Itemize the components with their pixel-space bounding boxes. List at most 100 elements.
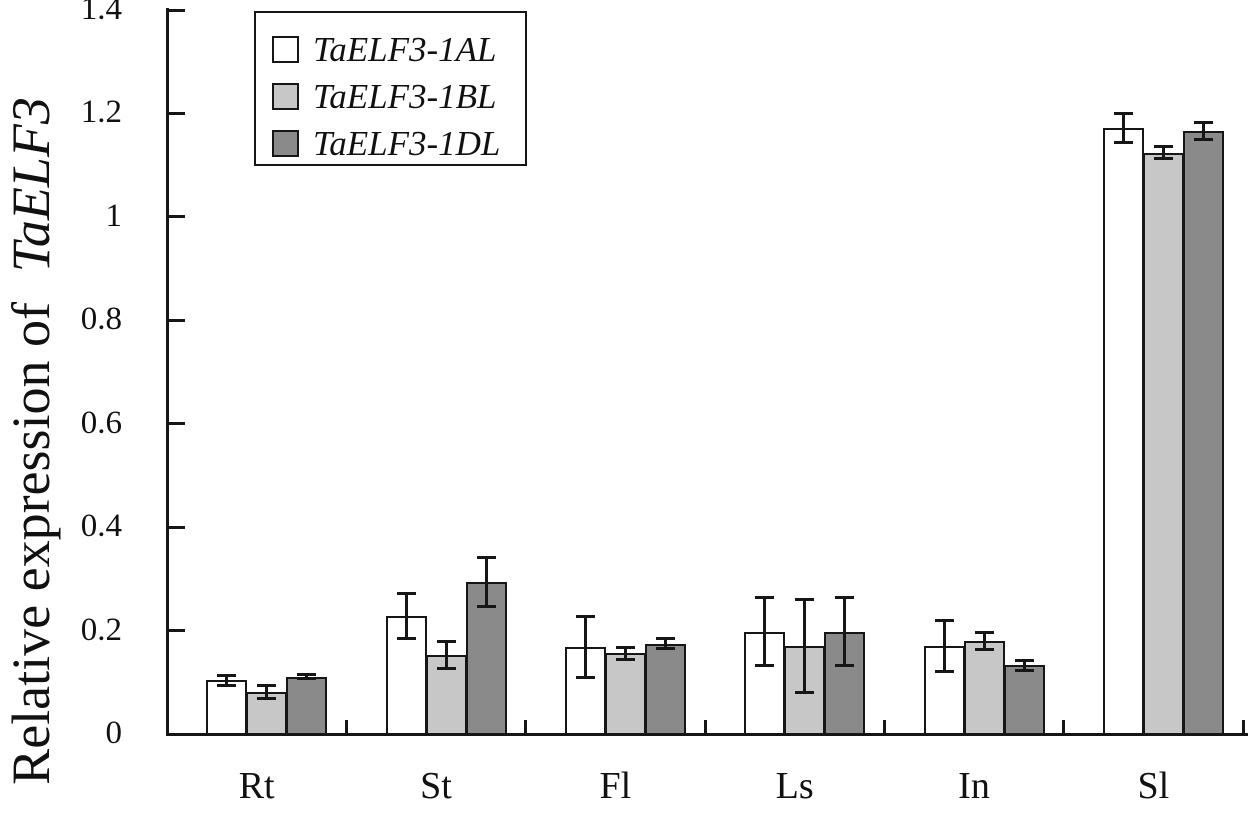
error-bar-cap <box>1194 121 1214 125</box>
bar-Sl-TaELF3-1BL <box>1143 152 1185 736</box>
y-axis-tick <box>168 422 185 426</box>
error-bar-cap <box>795 597 815 601</box>
error-bar-line <box>843 597 847 666</box>
error-bar-line <box>484 557 488 607</box>
y-axis-tick <box>168 215 185 219</box>
y-axis-tick <box>168 8 185 12</box>
error-bar-cap <box>396 637 416 641</box>
bar-Fl-TaELF3-1DL <box>645 643 687 736</box>
y-tick-label: 1 <box>105 197 123 234</box>
error-bar-cap <box>476 604 496 608</box>
x-axis-line <box>165 732 1248 736</box>
error-bar-line <box>444 641 448 669</box>
error-bar-line <box>942 620 946 672</box>
y-tick-label: 0.6 <box>80 404 122 441</box>
error-bar-cap <box>436 640 456 644</box>
error-bar-cap <box>656 636 676 640</box>
error-bar-line <box>624 647 628 659</box>
x-tick-label-Rt: Rt <box>238 765 275 807</box>
error-bar-cap <box>934 618 954 622</box>
legend-swatch <box>272 83 299 110</box>
bar-In-TaELF3-1BL <box>963 640 1005 736</box>
bar-Sl-TaELF3-1DL <box>1183 131 1225 736</box>
error-bar-cap <box>476 556 496 560</box>
legend-item: TaELF3-1DL <box>272 120 525 167</box>
error-bar-cap <box>576 675 596 679</box>
y-axis-line <box>165 8 169 736</box>
legend-swatch <box>272 130 299 157</box>
y-tick-label: 0.8 <box>80 301 122 338</box>
y-axis-tick <box>168 525 185 529</box>
x-axis-tick <box>882 719 886 733</box>
legend-item: TaELF3-1BL <box>272 73 525 120</box>
error-bar-cap <box>576 614 596 618</box>
error-bar-cap <box>217 683 237 687</box>
error-bar-line <box>225 675 229 686</box>
error-bar-cap <box>1114 111 1134 115</box>
x-tick-label-St: St <box>420 765 452 807</box>
error-bar-cap <box>257 683 277 687</box>
x-tick-label-Sl: Sl <box>1137 765 1170 807</box>
error-bar-cap <box>755 664 775 668</box>
legend-swatch <box>272 36 299 63</box>
error-bar-cap <box>795 690 815 694</box>
error-bar-line <box>664 638 668 649</box>
error-bar-line <box>584 616 588 678</box>
error-bar-line <box>265 685 269 699</box>
error-bar-cap <box>934 670 954 674</box>
error-bar-line <box>1162 146 1166 159</box>
error-bar-cap <box>1194 137 1214 141</box>
bar-Sl-TaELF3-1AL <box>1103 127 1145 736</box>
y-axis-tick <box>168 111 185 115</box>
error-bar-cap <box>1114 140 1134 144</box>
bar-Rt-TaELF3-1AL <box>206 680 248 736</box>
y-tick-label: 0 <box>105 714 123 751</box>
error-bar-cap <box>616 646 636 650</box>
error-bar-cap <box>1014 668 1034 672</box>
x-axis-tick <box>703 719 707 733</box>
legend: TaELF3-1AL TaELF3-1BL TaELF3-1DL <box>254 11 527 166</box>
error-bar-cap <box>1014 658 1034 662</box>
error-bar-line <box>305 674 309 679</box>
bar-Fl-TaELF3-1BL <box>605 653 647 736</box>
x-tick-label-Fl: Fl <box>599 765 632 807</box>
y-tick-label: 0.2 <box>80 611 122 648</box>
y-axis-tick <box>168 629 185 633</box>
x-tick-label-Ls: Ls <box>775 765 814 807</box>
y-tick-label: 0.4 <box>80 507 122 544</box>
error-bar-cap <box>297 677 317 681</box>
y-tick-label: 1.2 <box>80 94 122 131</box>
error-bar-cap <box>396 591 416 595</box>
error-bar-cap <box>616 657 636 661</box>
error-bar-line <box>803 599 807 693</box>
error-bar-cap <box>217 673 237 677</box>
error-bar-cap <box>436 667 456 671</box>
legend-label: TaELF3-1DL <box>313 124 501 163</box>
error-bar-cap <box>656 647 676 651</box>
error-bar-line <box>763 597 767 666</box>
x-axis-tick <box>344 719 348 733</box>
error-bar-cap <box>257 697 277 701</box>
legend-item: TaELF3-1AL <box>272 26 525 73</box>
bar-In-TaELF3-1DL <box>1003 665 1045 736</box>
error-bar-cap <box>974 631 994 635</box>
error-bar-cap <box>974 647 994 651</box>
error-bar-cap <box>1154 145 1174 149</box>
error-bar-line <box>404 593 408 639</box>
error-bar-line <box>1122 113 1126 143</box>
error-bar-line <box>1022 660 1026 671</box>
error-bar-cap <box>755 595 775 599</box>
error-bar-cap <box>835 663 855 667</box>
error-bar-cap <box>297 673 317 677</box>
error-bar-line <box>982 632 986 650</box>
error-bar-cap <box>835 596 855 600</box>
bar-St-TaELF3-1DL <box>465 581 507 736</box>
x-axis-tick <box>524 719 528 733</box>
legend-label: TaELF3-1BL <box>313 77 497 116</box>
error-bar-line <box>1202 122 1206 140</box>
y-axis-tick <box>168 318 185 322</box>
x-axis-tick <box>1241 719 1245 733</box>
x-tick-label-In: In <box>958 765 990 807</box>
